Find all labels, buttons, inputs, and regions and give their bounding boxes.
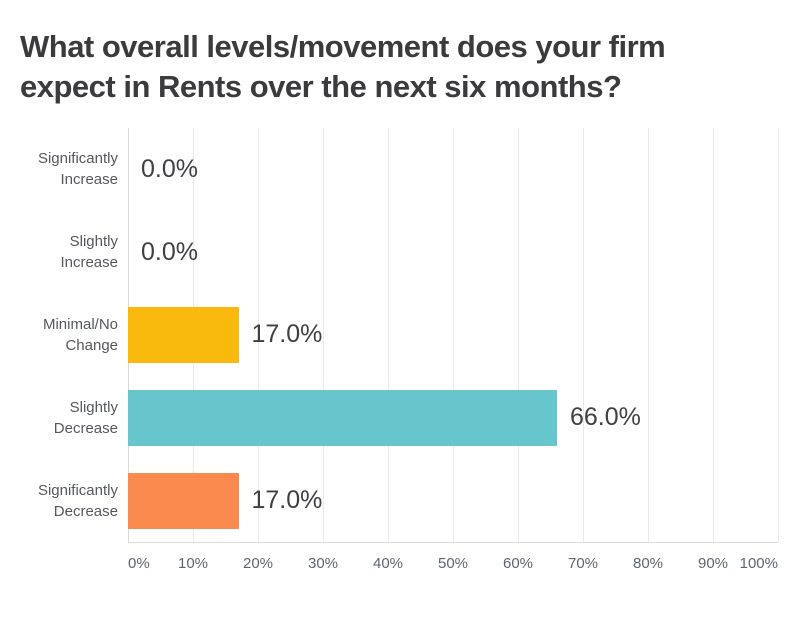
x-tick-label: 70% — [567, 555, 599, 572]
bar-minimal-no-change — [128, 306, 239, 363]
category-line: Significantly — [37, 481, 118, 499]
bar-row-minimal-no-change: Minimal/No Change 17.0% — [43, 294, 778, 377]
category-label-slightly-increase: Slightly Increase — [0, 211, 118, 294]
value-label-slightly-increase: 0.0% — [141, 237, 198, 266]
gridline — [648, 128, 649, 542]
bar-chart: Significantly Increase 0.0% Slightly Inc… — [0, 128, 800, 587]
x-tick-label: 80% — [632, 555, 664, 572]
bar-row-significantly-decrease: Significantly Decrease 17.0% — [38, 459, 778, 542]
x-tick-label: 90% — [697, 555, 729, 572]
category-line: Increase — [60, 254, 118, 272]
x-tick-label: 10% — [177, 555, 209, 572]
category-line: Change — [65, 336, 118, 354]
bar-row-slightly-decrease: Slightly Decrease 66.0% — [54, 376, 778, 459]
gridline — [518, 128, 519, 542]
x-tick-label: 20% — [242, 555, 274, 572]
x-tick-label: 100% — [739, 555, 778, 572]
gridline — [453, 128, 454, 542]
plot-area: Significantly Increase 0.0% Slightly Inc… — [38, 128, 779, 543]
gridline — [583, 128, 584, 542]
category-line: Decrease — [53, 502, 118, 520]
x-tick-label: 50% — [437, 555, 469, 572]
category-label-slightly-decrease: Slightly Decrease — [0, 376, 118, 459]
x-tick-label: 0% — [128, 555, 150, 572]
category-label-significantly-increase: Significantly Increase — [0, 128, 118, 211]
value-label-significantly-decrease: 17.0% — [251, 486, 323, 515]
bar-row-slightly-increase: Slightly Increase 0.0% — [60, 211, 778, 294]
value-label-significantly-increase: 0.0% — [141, 154, 198, 183]
x-axis: 0% 10% 20% 30% 40% 50% 60% 70% 80% 90% 1… — [128, 555, 778, 587]
x-tick-label: 30% — [307, 555, 339, 572]
category-line: Slightly — [69, 233, 118, 251]
category-line: Minimal/No — [42, 315, 118, 333]
category-label-significantly-decrease: Significantly Decrease — [0, 459, 118, 542]
gridline — [778, 128, 779, 542]
gridline — [388, 128, 389, 542]
category-line: Significantly — [37, 150, 118, 168]
chart-title: What overall levels/movement does your f… — [20, 29, 666, 104]
gridline — [713, 128, 714, 542]
value-label-minimal-no-change: 17.0% — [251, 320, 323, 349]
category-line: Decrease — [53, 419, 118, 437]
category-line: Increase — [60, 171, 118, 189]
category-label-minimal-no-change: Minimal/No Change — [0, 294, 118, 377]
x-tick-label: 60% — [502, 555, 534, 572]
x-tick-label: 40% — [372, 555, 404, 572]
bar-significantly-decrease — [128, 472, 239, 529]
bar-row-significantly-increase: Significantly Increase 0.0% — [38, 128, 778, 211]
bar-slightly-decrease — [128, 389, 557, 446]
gridline — [258, 128, 259, 542]
category-line: Slightly — [69, 398, 118, 416]
gridline — [323, 128, 324, 542]
value-label-slightly-decrease: 66.0% — [570, 403, 641, 432]
